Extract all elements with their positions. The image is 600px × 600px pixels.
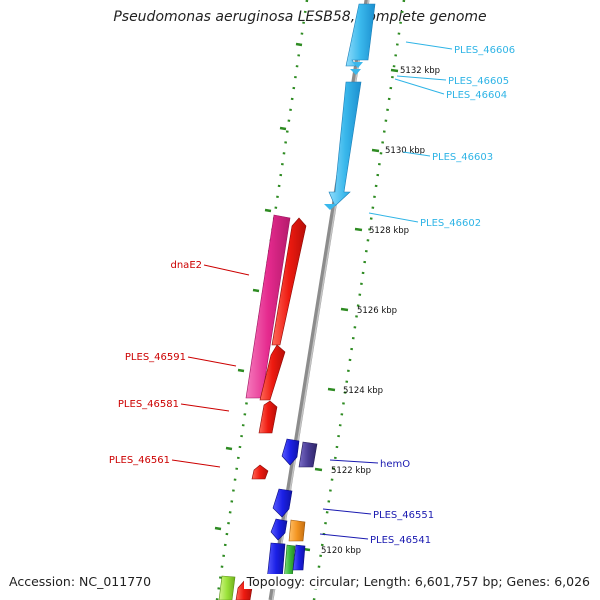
scale-ticks xyxy=(302,68,399,552)
gene-arrow xyxy=(324,204,337,210)
gene-label: PLES_46602 xyxy=(420,218,481,229)
gene-arrow xyxy=(270,518,288,541)
gene-arrow xyxy=(298,441,318,468)
gene-arrow xyxy=(258,400,278,434)
gene-arrow xyxy=(350,69,361,75)
genome-summary: Topology: circular; Length: 6,601,757 bp… xyxy=(243,574,590,589)
gene-features-red[interactable] xyxy=(235,217,307,600)
gene-arrow xyxy=(281,438,300,466)
scale-label: 5122 kbp xyxy=(331,466,371,476)
gene-label: PLES_46551 xyxy=(373,510,434,521)
gene-arrow xyxy=(259,344,286,401)
gene-arrow xyxy=(345,3,376,67)
gene-label: PLES_46541 xyxy=(370,535,431,546)
gene-label: PLES_46591 xyxy=(125,352,186,363)
gene-label: PLES_46603 xyxy=(432,152,493,163)
gene-arrow xyxy=(272,488,293,518)
gene-arrow xyxy=(218,575,236,600)
gene-features-other[interactable] xyxy=(218,438,318,600)
gene-label: hemO xyxy=(380,459,410,470)
gene-labels: PLES_46606 PLES_46605 PLES_46604 PLES_46… xyxy=(109,45,515,546)
scale-label: 5132 kbp xyxy=(400,66,440,76)
gene-arrow xyxy=(288,519,306,542)
label-leaders xyxy=(171,41,453,540)
map-title: Pseudomonas aeruginosa LESB58, complete … xyxy=(113,9,487,25)
gene-label: PLES_46605 xyxy=(448,76,509,87)
gene-features-cyan[interactable] xyxy=(324,3,376,210)
inner-ticks xyxy=(214,42,303,531)
scale-label: 5120 kbp xyxy=(321,546,361,556)
gene-label: PLES_46561 xyxy=(109,455,170,466)
scale-label: 5124 kbp xyxy=(343,386,383,396)
gene-label: dnaE2 xyxy=(171,260,203,271)
gene-label: PLES_46606 xyxy=(454,45,515,56)
scale-label: 5128 kbp xyxy=(369,226,409,236)
gene-arrow xyxy=(271,217,307,346)
gene-arrow xyxy=(352,62,363,68)
scale-label: 5126 kbp xyxy=(357,306,397,316)
scale-label: 5130 kbp xyxy=(385,146,425,156)
gene-label: PLES_46581 xyxy=(118,399,179,410)
gene-arrow xyxy=(251,464,269,480)
scale-labels: 5132 kbp 5130 kbp 5128 kbp 5126 kbp 5124… xyxy=(321,66,440,556)
gene-arrow xyxy=(328,81,362,207)
gene-arrow xyxy=(292,544,306,571)
accession-label: Accession: NC_011770 xyxy=(9,574,152,589)
gene-label: PLES_46604 xyxy=(446,90,507,101)
